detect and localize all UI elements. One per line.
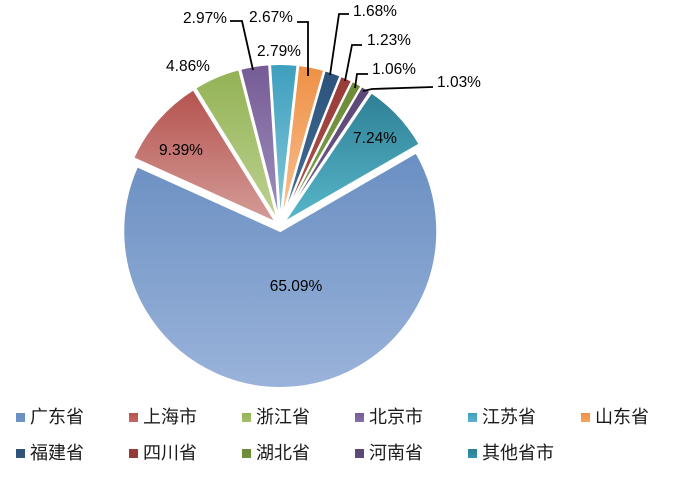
data-label: 1.68% — [353, 3, 397, 20]
legend-label: 河南省 — [369, 443, 423, 463]
legend-marker — [355, 412, 364, 422]
legend-label: 上海市 — [143, 407, 197, 427]
legend-marker — [16, 448, 25, 458]
leader-line — [362, 86, 434, 92]
pie-slice — [282, 91, 421, 224]
legend-marker — [242, 448, 251, 458]
leader-line — [297, 21, 309, 76]
legend-marker — [129, 412, 138, 422]
legend-marker — [129, 448, 138, 458]
data-label: 2.79% — [257, 43, 301, 60]
legend-item: 河南省 — [355, 444, 468, 462]
legend-marker — [468, 412, 477, 422]
legend-item: 北京市 — [355, 408, 468, 426]
legend-label: 江苏省 — [482, 407, 536, 427]
legend-item: 广东省 — [16, 408, 129, 426]
leader-line — [230, 20, 254, 71]
data-label: 7.24% — [353, 130, 397, 147]
legend-label: 广东省 — [30, 407, 84, 427]
leader-line — [354, 73, 368, 89]
pie-slice — [132, 88, 278, 224]
legend-row-2: 福建省 四川省 湖北省 河南省 其他省市 — [0, 440, 581, 466]
data-label: 1.23% — [367, 32, 411, 49]
legend-marker — [355, 448, 364, 458]
legend-marker — [16, 412, 25, 422]
data-label: 1.03% — [437, 74, 481, 91]
legend-item: 其他省市 — [468, 444, 581, 462]
legend-label: 山东省 — [595, 407, 649, 427]
legend-label: 四川省 — [143, 443, 197, 463]
legend-marker — [581, 412, 590, 422]
legend-item: 福建省 — [16, 444, 129, 462]
legend-item: 湖北省 — [242, 444, 355, 462]
legend-label: 其他省市 — [482, 443, 554, 463]
data-label: 2.67% — [249, 9, 293, 26]
pie-slice — [122, 151, 439, 389]
legend-item: 江苏省 — [468, 408, 581, 426]
pie-slice — [281, 85, 372, 223]
data-label: 1.06% — [372, 61, 416, 78]
legend-item: 浙江省 — [242, 408, 355, 426]
legend-label: 浙江省 — [256, 407, 310, 427]
data-label: 65.09% — [270, 278, 323, 295]
legend-marker — [468, 448, 477, 458]
leader-line — [329, 13, 349, 76]
legend-label: 福建省 — [30, 443, 84, 463]
pie-slice — [194, 68, 280, 223]
data-label: 9.39% — [159, 142, 203, 159]
legend-item: 上海市 — [129, 408, 242, 426]
legend-row-1: 广东省 上海市 浙江省 北京市 江苏省 山东省 — [0, 404, 677, 430]
legend-item: 山东省 — [581, 408, 677, 426]
legend-item: 四川省 — [129, 444, 242, 462]
legend-label: 湖北省 — [256, 443, 310, 463]
legend-marker — [242, 412, 251, 422]
legend-label: 北京市 — [369, 407, 423, 427]
leader-line — [344, 44, 362, 82]
data-label: 4.86% — [166, 58, 210, 75]
data-label: 2.97% — [183, 10, 227, 27]
